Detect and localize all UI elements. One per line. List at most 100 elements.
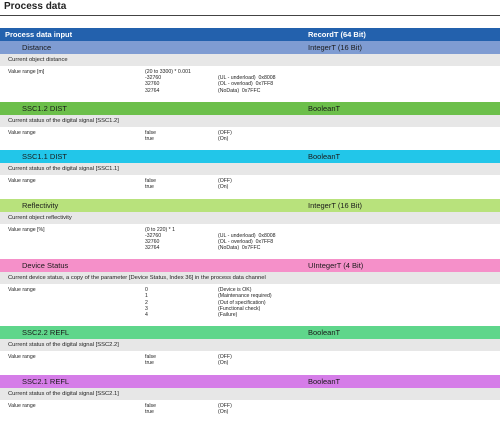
section-type: BooleanT [308,328,341,338]
value-meaning: (Functional check) [218,305,261,312]
value-range-label: Value range [8,129,36,136]
value: false [145,129,156,136]
value-row: 4 (Failure) [0,312,500,318]
table-header: Process data input RecordT (64 Bit) [0,28,500,41]
section-description: Current status of the digital signal [SS… [0,387,500,400]
value-row: true (On) [0,136,500,142]
value-row: 1 (Maintenance required) [0,293,500,299]
section-bar: Distance IntegerT (16 Bit) [0,41,500,54]
section-description: Current device status, a copy of the par… [0,272,500,285]
section-description: Current object distance [0,54,500,66]
value-meaning: (On) [218,360,229,367]
section-type: BooleanT [308,103,341,113]
value: false [145,354,156,361]
value: -32760 [145,75,162,82]
header-type: RecordT (64 Bit) [308,30,366,39]
section-type: BooleanT [308,376,341,386]
value-row: (0 to 220) * 1 [0,227,500,233]
section-bar: SSC1.1 DIST BooleanT [0,150,500,164]
value-range: Value range [%] (0 to 220) * 1 -32760 (UL -… [0,224,500,254]
value-range-label: Value range [%] [8,226,45,233]
value-meaning: (On) [218,184,229,191]
title-rule [0,15,500,16]
value-meaning: (OL - overload) 0x7FF8 [218,238,274,245]
value-range: Value range false (OFF) true (On) [0,127,500,144]
section-bar: SSC2.1 REFL BooleanT [0,374,500,388]
header-label: Process data input [5,30,73,39]
value-meaning: (On) [218,408,229,415]
value: 32760 [145,238,160,245]
value-meaning: (UL - underload) 0x8008 [218,75,276,82]
value: false [145,402,156,409]
value-range: Value range false (OFF) true (On) [0,175,500,192]
value-range-label: Value range [8,287,36,294]
section-type: IntegerT (16 Bit) [308,43,363,52]
value-range: Value range [m] (20 to 3300) * 0.001 -3276… [0,66,500,96]
value-meaning: (On) [218,135,229,142]
value-range-label: Value range [8,354,36,361]
value-row: 32764 (NoData) 0x7FFC [0,245,500,251]
value: 2 [145,299,148,306]
value-range-label: Value range [m] [8,69,45,75]
value: 1 [145,293,148,300]
value-meaning: (NoData) 0x7FFC [218,245,261,252]
value-row: true (On) [0,184,500,190]
value-row: 2 (Out of specification) [0,300,500,306]
value-meaning: (OFF) [218,402,232,409]
value-range: Value range false (OFF) true (On) [0,400,500,417]
value: true [145,408,154,415]
value-row: true (On) [0,360,500,366]
value-row: false (OFF) [0,354,500,360]
section-bar: SSC1.2 DIST BooleanT [0,101,500,115]
value-row: 0 (Device is OK) [0,287,500,293]
value-meaning: (Failure) [218,312,238,318]
value-meaning: (NoData) 0x7FFC [218,87,261,94]
process-data-table: Process data input RecordT (64 Bit) Dist… [0,28,500,423]
value-row: (20 to 3300) * 0.001 [0,69,500,75]
value: 32760 [145,81,160,88]
value-meaning: (OFF) [218,129,232,136]
section-type: BooleanT [308,152,341,162]
section-name: Distance [22,43,52,52]
section-bar: Device Status UIntegerT (4 Bit) [0,259,500,273]
value: 32764 [145,245,160,252]
value-range-label: Value range [8,402,36,409]
value: (20 to 3300) * 0.001 [145,69,191,75]
value-row: 32764 (NoData) 0x7FFC [0,88,500,94]
value-meaning: (OL - overload) 0x7FF8 [218,81,274,88]
value-row: -32760 (UL - underload) 0x8008 [0,233,500,239]
value-row: true (On) [0,409,500,415]
value-range: Value range 0 (Device is OK) 1 (Maintenance … [0,284,500,320]
value: -32760 [145,232,162,239]
section-description: Current status of the digital signal [SS… [0,114,500,127]
section-description: Current status of the digital signal [SS… [0,339,500,352]
section-name: Reflectivity [22,200,59,210]
value-row: false (OFF) [0,130,500,136]
section-name: SSC2.1 REFL [22,376,70,386]
section-type: IntegerT (16 Bit) [308,200,363,210]
value: 0 [145,287,148,294]
value: (0 to 220) * 1 [145,226,175,233]
value: 4 [145,312,148,318]
section-name: Device Status [22,261,69,271]
value-meaning: (Out of specification) [218,299,266,306]
value-row: false (OFF) [0,403,500,409]
section-type: UIntegerT (4 Bit) [308,261,364,271]
value-range: Value range false (OFF) true (On) [0,351,500,368]
section-description: Current object reflectivity [0,211,500,224]
value-meaning: (UL - underload) 0x8008 [218,232,276,239]
section-bar: Reflectivity IntegerT (16 Bit) [0,198,500,212]
value: true [145,184,154,191]
section-name: SSC2.2 REFL [22,328,70,338]
value: true [145,135,154,142]
section-bar: SSC2.2 REFL BooleanT [0,326,500,340]
value-row: -32760 (UL - underload) 0x8008 [0,75,500,81]
section-name: SSC1.2 DIST [22,103,68,113]
value-meaning: (OFF) [218,354,232,361]
value-row: 32760 (OL - overload) 0x7FF8 [0,239,500,245]
section-description: Current status of the digital signal [SS… [0,163,500,176]
value-row: false (OFF) [0,178,500,184]
value: true [145,360,154,367]
value-meaning: (Device is OK) [218,287,252,294]
